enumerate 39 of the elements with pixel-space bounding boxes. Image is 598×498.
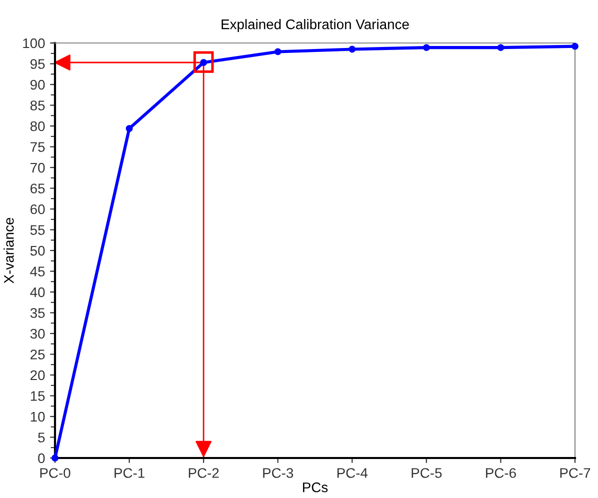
y-tick-label: 10	[30, 412, 45, 422]
y-tick-label: 95	[30, 59, 45, 69]
x-tick-label: PC-6	[486, 468, 516, 478]
y-tick-label: 90	[30, 80, 45, 90]
y-tick-label: 20	[30, 370, 45, 380]
y-tick-label: 5	[38, 432, 45, 442]
x-tick-label: PC-4	[337, 468, 368, 478]
y-tick-label: 0	[38, 453, 45, 464]
y-tick-label: 70	[30, 162, 45, 173]
x-tick-label: PC-0	[40, 468, 70, 478]
point	[52, 454, 58, 462]
x-tick-label: PC-2	[188, 468, 219, 478]
y-axis-title: X-variance	[4, 218, 14, 284]
y-tick-label: 85	[30, 100, 45, 110]
point	[497, 44, 504, 52]
point	[572, 42, 578, 50]
y-tick-label: 15	[30, 391, 45, 401]
y-tick-label: 50	[30, 246, 45, 256]
y-tick-label: 25	[30, 350, 45, 360]
y-tick-label: 35	[30, 308, 45, 318]
y-tick-label: 80	[30, 121, 45, 132]
point	[274, 48, 282, 56]
y-tick-label: 40	[30, 287, 45, 298]
y-tick-label: 65	[30, 184, 45, 194]
y-tick-label: 75	[30, 142, 45, 152]
point	[348, 46, 356, 53]
point	[126, 125, 133, 132]
y-tick-label: 55	[30, 225, 45, 235]
x-tick-label: PC-5	[412, 468, 442, 478]
y-tick-label: 30	[30, 328, 45, 339]
x-axis-title: PCs	[303, 482, 328, 492]
x-tick-label: PC-1	[114, 468, 144, 478]
point	[422, 44, 430, 52]
x-tick-label: PC-3	[263, 468, 294, 478]
y-tick-label: 100	[23, 38, 45, 48]
y-tick-label: 45	[30, 266, 45, 276]
y-tick-label: 60	[30, 204, 45, 214]
x-tick-label: PC-7	[560, 468, 590, 478]
chart-title: Explained Calibration Variance	[222, 19, 409, 32]
